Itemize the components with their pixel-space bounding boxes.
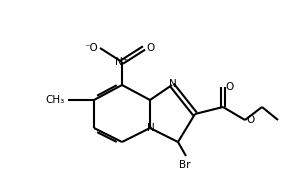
Text: O: O bbox=[246, 115, 254, 125]
Text: ⁻O: ⁻O bbox=[84, 43, 98, 53]
Text: Br: Br bbox=[179, 160, 191, 170]
Text: CH₃: CH₃ bbox=[46, 95, 65, 105]
Text: O: O bbox=[146, 43, 154, 53]
Text: N⁺: N⁺ bbox=[115, 57, 129, 67]
Text: O: O bbox=[225, 82, 233, 92]
Text: N: N bbox=[169, 79, 177, 89]
Text: N: N bbox=[147, 123, 155, 133]
